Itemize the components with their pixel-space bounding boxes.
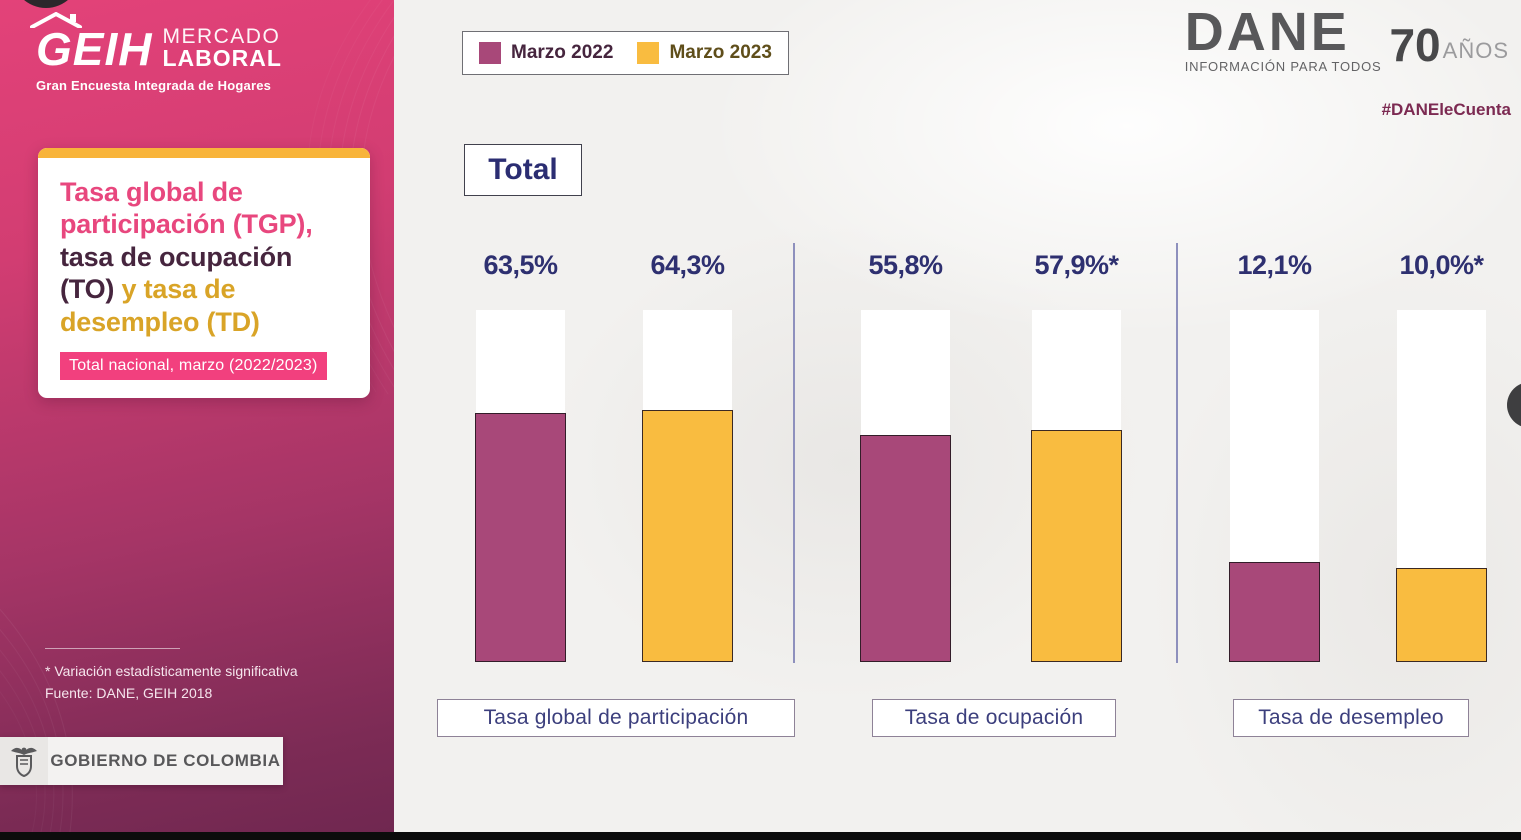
bar-column-tgp-2022	[475, 310, 566, 662]
geih-tagline: Gran Encuesta Integrada de Hogares	[36, 78, 272, 93]
main-content: Marzo 2022 Marzo 2023 DANE INFORMACIÓN P…	[394, 0, 1521, 840]
bar-fill-td-2023	[1396, 568, 1487, 662]
bar-column-to-2022	[860, 310, 951, 662]
bar-value-to-2022: 55,8%	[868, 250, 943, 280]
dane-70-number: 70	[1389, 18, 1441, 71]
legend-label-2022: Marzo 2022	[511, 42, 614, 63]
dane-70-anos: 70 AÑOS	[1389, 18, 1509, 71]
bar-column-td-2022	[1229, 310, 1320, 662]
chart-legend: Marzo 2022 Marzo 2023	[462, 31, 789, 75]
title-segment-td: y tasa de desempleo (TD)	[60, 274, 260, 337]
hashtag: #DANEleCuenta	[1381, 100, 1511, 119]
bar-fill-td-2022	[1229, 562, 1320, 662]
card-accent-bar	[38, 148, 370, 158]
house-roof-icon	[30, 12, 82, 28]
category-label-td: Tasa de desempleo	[1233, 699, 1469, 737]
category-label-tgp: Tasa global de participación	[437, 699, 795, 737]
legend-label-2023: Marzo 2023	[669, 42, 772, 63]
bottom-black-bar	[0, 832, 1521, 840]
corner-dot-decoration	[12, 0, 80, 8]
bar-value-tgp-2022: 63,5%	[483, 250, 558, 280]
geih-logo-text: GEIH	[36, 23, 153, 75]
group-divider-2	[1176, 243, 1178, 663]
footnote-divider	[45, 648, 180, 649]
footnote-source: Fuente: DANE, GEIH 2018	[45, 684, 213, 701]
geih-logo-mark: GEIH	[30, 12, 153, 75]
title-card: Tasa global de participación (TGP), tasa…	[38, 148, 370, 398]
sidebar-panel: GEIH MERCADO LABORAL Gran Encuesta Integ…	[0, 0, 394, 840]
group-divider-1	[793, 243, 795, 663]
page-title: Tasa global de participación (TGP), tasa…	[60, 176, 348, 338]
bar-column-tgp-2023	[642, 310, 733, 662]
edge-dot-decoration	[1507, 382, 1521, 428]
government-badge-label: GOBIERNO DE COLOMBIA	[50, 751, 281, 770]
chart-area: Tasa global de participación Tasa de ocu…	[394, 0, 1521, 840]
footnote-significance: * Variación estadísticamente significati…	[45, 663, 298, 679]
bar-column-td-2023	[1396, 310, 1487, 662]
geih-mercado-text: MERCADO	[162, 25, 281, 48]
government-badge: GOBIERNO DE COLOMBIA	[0, 737, 283, 785]
bar-column-to-2023	[1031, 310, 1122, 662]
dane-anos-label: AÑOS	[1442, 37, 1509, 63]
section-label-total: Total	[464, 144, 582, 196]
dane-logo: DANE INFORMACIÓN PARA TODOS 70 AÑOS	[1184, 2, 1509, 74]
bar-fill-to-2022	[860, 435, 951, 662]
dane-logo-text: DANE	[1184, 2, 1350, 62]
legend-swatch-2022-icon	[479, 42, 501, 64]
title-segment-tgp: Tasa global de participación (TGP),	[60, 177, 313, 240]
geih-laboral-text: LABORAL	[162, 45, 282, 71]
legend-swatch-2023-icon	[637, 42, 660, 64]
bar-value-tgp-2023: 64,3%	[650, 250, 725, 280]
dane-logo-subtitle: INFORMACIÓN PARA TODOS	[1184, 58, 1382, 74]
bar-fill-to-2023	[1031, 430, 1122, 662]
title-segment-to: tasa de ocupación (TO)	[60, 241, 293, 305]
bar-value-td-2022: 12,1%	[1237, 250, 1312, 280]
bar-value-to-2023: 57,9%*	[1034, 250, 1119, 280]
bar-value-td-2023: 10,0%*	[1399, 250, 1484, 280]
colombia-coat-of-arms-icon	[0, 737, 48, 785]
footnote: * Variación estadísticamente significati…	[45, 648, 298, 704]
subtitle-badge: Total nacional, marzo (2022/2023)	[60, 351, 327, 380]
geih-logo: GEIH MERCADO LABORAL Gran Encuesta Integ…	[30, 12, 282, 93]
bar-fill-tgp-2022	[475, 413, 566, 662]
category-label-to: Tasa de ocupación	[872, 699, 1116, 737]
bar-fill-tgp-2023	[642, 410, 733, 662]
